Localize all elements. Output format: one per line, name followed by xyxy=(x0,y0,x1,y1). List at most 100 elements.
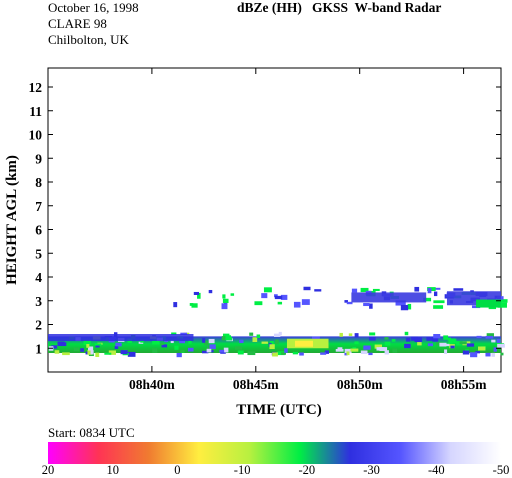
echo-mid-layer xyxy=(431,287,441,290)
echo-speckle xyxy=(444,349,448,354)
echo-speckle xyxy=(140,339,144,343)
echo-speckle xyxy=(462,350,470,355)
start-time-label: Start: 0834 UTC xyxy=(48,425,135,440)
echo-speckle xyxy=(104,352,112,355)
echo-mid-layer xyxy=(414,286,420,292)
echo-mid-layer xyxy=(369,303,373,309)
echo-speckle xyxy=(188,339,192,344)
echo-speckle xyxy=(237,350,244,355)
echo-speckle xyxy=(368,352,373,356)
echo-speckle xyxy=(152,348,158,353)
echo-speckle xyxy=(368,336,376,341)
echo-speckle xyxy=(496,338,501,343)
echo-speckle xyxy=(80,348,85,352)
echo-speckle xyxy=(439,342,447,347)
echo-speckle xyxy=(360,350,368,354)
echo-speckle xyxy=(160,342,164,346)
echo-speckle xyxy=(108,350,117,355)
echo-speckle xyxy=(180,349,184,353)
echo-mid-layer xyxy=(193,291,199,295)
echo-speckle xyxy=(275,339,279,345)
echo-speckle xyxy=(346,351,350,356)
echo-speckle xyxy=(115,342,122,347)
echo-speckle xyxy=(344,352,348,356)
colorbar-tick-label: -50 xyxy=(492,463,510,477)
echo-speckle xyxy=(222,333,230,339)
y-tick-label: 10 xyxy=(29,128,43,143)
echo-speckle xyxy=(261,341,268,344)
echo-speckle xyxy=(339,332,343,337)
echo-speckle xyxy=(209,344,216,349)
echo-speckle xyxy=(127,351,136,357)
echo-mid-layer xyxy=(197,292,201,299)
echo-mid-layer xyxy=(191,303,198,308)
echo-speckle xyxy=(180,332,188,335)
echo-speckle xyxy=(414,337,423,343)
y-tick-label: 6 xyxy=(35,223,42,238)
echo-speckle xyxy=(270,341,274,344)
y-tick-label: 4 xyxy=(35,270,42,285)
echo-mid-layer xyxy=(423,297,432,302)
colorbar-tick-label: 20 xyxy=(41,463,55,477)
echo-speckle xyxy=(405,337,411,342)
echo-mid-layer xyxy=(344,300,348,303)
echo-speckle xyxy=(384,350,389,355)
echo-speckle xyxy=(225,336,233,341)
y-tick-label: 11 xyxy=(29,104,42,119)
echo-speckle xyxy=(206,348,212,353)
echo-mid-layer xyxy=(395,300,406,306)
y-tick-label: 1 xyxy=(35,341,42,356)
echo-mid-layer xyxy=(496,299,508,303)
echo-mid-layer xyxy=(222,294,226,299)
chart-title: dBZe (HH) GKSS W-band Radar xyxy=(237,0,442,15)
echo-mid-layer xyxy=(363,303,370,307)
echo-speckle xyxy=(57,341,65,347)
echo-speckle xyxy=(348,333,353,336)
x-tick-label: 08h55m xyxy=(441,377,488,392)
y-tick-label: 3 xyxy=(35,294,42,309)
echo-mid-layer xyxy=(274,295,283,300)
echo-speckle xyxy=(324,350,330,354)
echo-mid-layer xyxy=(427,288,432,294)
x-axis: 08h40m 08h45m 08h50m 08h55m xyxy=(129,68,487,392)
echo-speckle xyxy=(369,332,376,336)
colorbar-tick-label: -10 xyxy=(233,463,251,477)
echo-speckle xyxy=(114,345,119,349)
plot-frame xyxy=(47,67,502,373)
echo-mid-layer xyxy=(293,301,301,308)
echo-speckle xyxy=(272,352,278,357)
echo-cloud-base xyxy=(48,334,194,341)
echo-mid-layer xyxy=(261,293,268,299)
echo-speckle xyxy=(426,337,433,341)
colorbar xyxy=(48,442,501,464)
echo-speckle xyxy=(446,343,450,347)
echo-speckle xyxy=(363,345,371,350)
echo-speckle xyxy=(269,344,275,350)
site-label: Chilbolton, UK xyxy=(48,32,129,47)
colorbar-tick-label: -30 xyxy=(363,463,380,477)
echo-speckle xyxy=(223,347,229,353)
echo-speckle xyxy=(90,350,94,355)
echo-mid-layer xyxy=(360,287,369,293)
echo-speckle xyxy=(450,345,455,349)
echo-speckle xyxy=(252,337,258,342)
x-tick-label: 08h50m xyxy=(337,377,384,392)
echo-speckle xyxy=(95,344,100,348)
echo-speckle xyxy=(292,351,299,355)
date-label: October 16, 1998 xyxy=(48,0,139,15)
colorbar-tick-label: -20 xyxy=(298,463,316,477)
echo-speckle xyxy=(404,343,411,349)
echo-speckle xyxy=(491,339,496,343)
echo-speckle xyxy=(350,348,359,352)
echo-speckle xyxy=(239,339,244,344)
echo-speckle xyxy=(392,348,398,353)
y-tick-label: 9 xyxy=(35,151,42,166)
echo-speckle xyxy=(62,352,70,356)
echo-speckle xyxy=(485,352,491,357)
echo-mid-layer xyxy=(433,291,438,297)
echo-mid-layer xyxy=(433,300,445,304)
echo-mid-layer-core xyxy=(476,299,501,308)
echo-speckle xyxy=(491,352,495,357)
echo-speckle xyxy=(161,344,168,348)
echo-speckle xyxy=(249,332,254,336)
